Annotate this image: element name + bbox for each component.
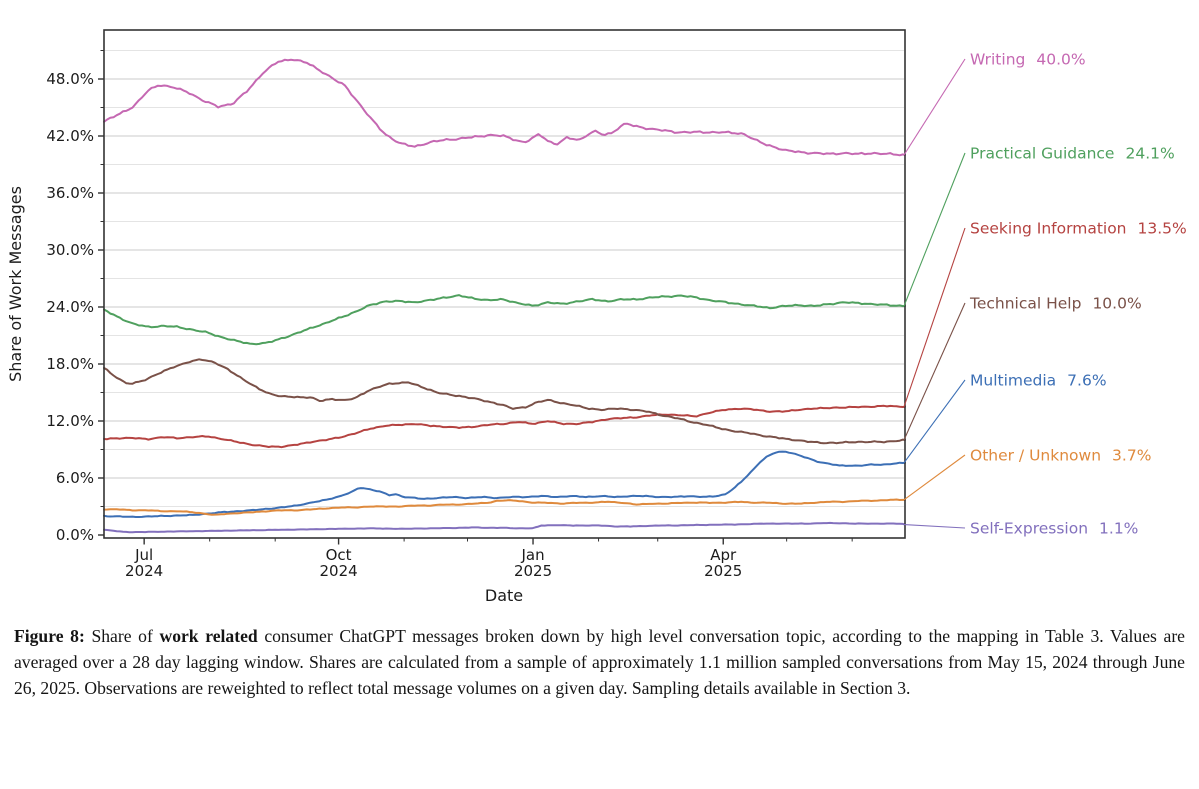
legend-label-multimedia: Multimedia 7.6%	[970, 372, 1107, 390]
x-tick-label-year: 2025	[514, 562, 552, 580]
y-axis-title: Share of Work Messages	[6, 186, 25, 382]
caption-text: Figure 8:	[14, 626, 85, 646]
series-line-self-expression	[103, 521, 906, 534]
legend-leader-multimedia	[903, 379, 966, 464]
caption-text: consumer ChatGPT messages broken down by…	[14, 626, 1185, 699]
y-tick-label: 6.0%	[56, 469, 94, 487]
gridlines	[105, 50, 904, 507]
y-tick-label: 0.0%	[56, 526, 94, 544]
series-line-writing	[103, 58, 906, 157]
y-tick-label: 48.0%	[46, 70, 94, 88]
x-tick-label-year: 2024	[319, 562, 357, 580]
x-tick-label-month: Oct	[326, 546, 352, 564]
x-tick-label-year: 2024	[125, 562, 163, 580]
series-line-technical-help	[103, 358, 906, 445]
series-lines	[103, 58, 906, 534]
axes: 0.0% 6.0% 12.0% 18.0% 24.0% 30.0% 36.0% 42.0% 48…	[46, 29, 906, 580]
plot-border	[103, 29, 906, 539]
legend-label-writing: Writing 40.0%	[970, 51, 1086, 69]
legend-leader-other-unknown	[903, 454, 966, 501]
y-tick-label: 18.0%	[46, 355, 94, 373]
caption-text: Share of	[84, 626, 160, 646]
x-tick-label-month: Jul	[134, 546, 153, 564]
legend-leader-writing	[903, 58, 966, 156]
series-line-other-unknown	[103, 498, 906, 516]
legend-label-seeking-information: Seeking Information 13.5%	[970, 220, 1187, 238]
y-tick-label: 12.0%	[46, 412, 94, 430]
legend-leader-technical-help	[903, 302, 966, 441]
legend-leader-seeking-information	[903, 227, 966, 407]
legend-annotations: Writing 40.0% Practical Guidance 24.1% Seeki…	[903, 51, 1187, 538]
y-tick-label: 24.0%	[46, 298, 94, 316]
x-tick-label-month: Jan	[520, 546, 544, 564]
figure-caption: Figure 8: Share of work related consumer…	[14, 623, 1185, 701]
caption-text: work related	[159, 626, 258, 646]
legend-label-self-expression: Self-Expression 1.1%	[970, 520, 1138, 538]
x-tick-label-month: Apr	[710, 546, 737, 564]
series-line-seeking-information	[103, 404, 906, 449]
x-axis-title: Date	[485, 586, 523, 605]
legend-leader-self-expression	[903, 524, 966, 529]
figure-8-chart: 0.0% 6.0% 12.0% 18.0% 24.0% 30.0% 36.0% 42.0% 48…	[6, 29, 1187, 605]
y-tick-label: 30.0%	[46, 241, 94, 259]
legend-label-practical-guidance: Practical Guidance 24.1%	[970, 145, 1175, 163]
legend-label-other-unknown: Other / Unknown 3.7%	[970, 447, 1151, 465]
legend-leader-practical-guidance	[903, 152, 966, 307]
x-tick-label-year: 2025	[704, 562, 742, 580]
y-tick-label: 36.0%	[46, 184, 94, 202]
legend-label-technical-help: Technical Help 10.0%	[969, 295, 1142, 313]
series-line-multimedia	[103, 450, 906, 518]
series-line-practical-guidance	[103, 294, 906, 346]
y-tick-label: 42.0%	[46, 127, 94, 145]
